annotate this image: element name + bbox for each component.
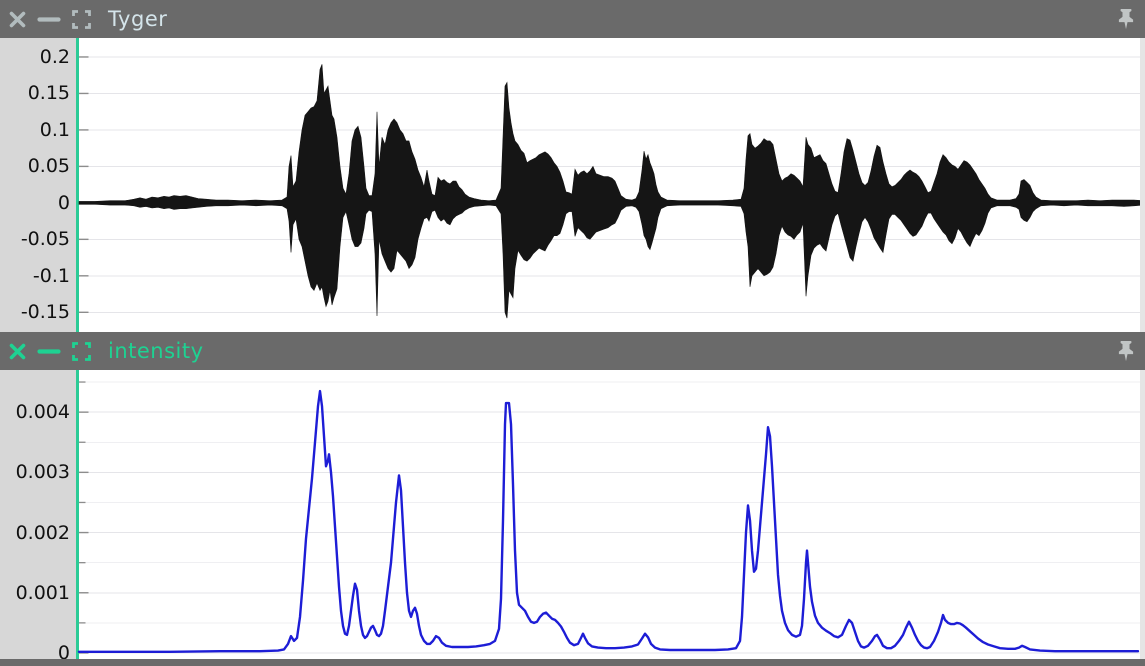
y-axis-tick-label: 0.004 <box>15 401 70 424</box>
intensity-line <box>77 389 1140 653</box>
y-axis-tick-label: -0.05 <box>20 228 70 251</box>
y-axis-strip <box>0 38 76 332</box>
pin-icon[interactable] <box>1116 340 1136 363</box>
titlebar-tyger[interactable]: Tyger <box>0 0 1145 38</box>
panel-title: Tyger <box>108 7 168 31</box>
cursor-line[interactable] <box>76 38 79 332</box>
maximize-icon[interactable] <box>71 341 92 362</box>
waveform-plot-region[interactable]: 0.2 0.15 0.1 0.05 0 -0.05 -0.1 -0.15 <box>0 38 1145 332</box>
y-axis-tick-label: 0.05 <box>27 155 70 178</box>
panel-title: intensity <box>108 339 204 363</box>
y-axis-tick-label: -0.15 <box>20 301 70 324</box>
y-axis-tick-label: 0 <box>57 191 70 214</box>
minimize-icon[interactable] <box>37 10 61 29</box>
y-axis-strip <box>0 370 76 659</box>
y-axis-tick-label: 0.002 <box>15 521 70 544</box>
y-axis-tick-label: 0.001 <box>15 581 70 604</box>
window-bottom-edge <box>0 659 1145 666</box>
pin-icon[interactable] <box>1116 8 1136 31</box>
window-right-edge <box>1140 38 1145 332</box>
intensity-plot-region[interactable]: 0.004 0.003 0.002 0.001 0 <box>0 370 1145 664</box>
cursor-line[interactable] <box>76 370 79 659</box>
y-axis-tick-label: 0.15 <box>27 82 70 105</box>
titlebar-intensity[interactable]: intensity <box>0 332 1145 370</box>
close-icon[interactable] <box>8 342 27 361</box>
y-axis-tick-label: 0.003 <box>15 461 70 484</box>
maximize-icon[interactable] <box>71 9 92 30</box>
waveform-chart[interactable] <box>0 38 1145 332</box>
window-right-edge <box>1140 370 1145 659</box>
minimize-icon[interactable] <box>37 342 61 361</box>
y-axis-tick-label: 0 <box>57 641 70 664</box>
close-icon[interactable] <box>8 10 27 29</box>
y-axis-tick-label: 0.1 <box>39 118 70 141</box>
intensity-chart[interactable] <box>0 370 1145 659</box>
y-axis-tick-label: -0.1 <box>32 264 70 287</box>
y-axis-tick-label: 0.2 <box>39 45 70 68</box>
waveform-path <box>78 64 1144 319</box>
